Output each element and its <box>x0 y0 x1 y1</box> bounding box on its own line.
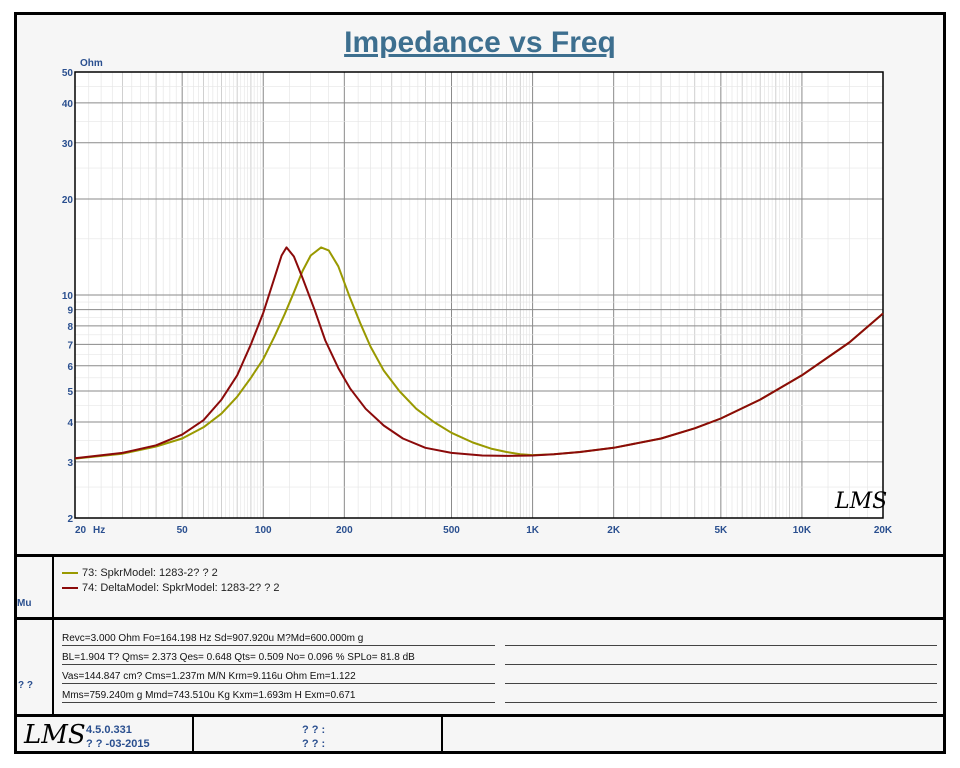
x-tick-label: 1K <box>526 525 540 536</box>
legend-side-label: Mu <box>17 598 32 609</box>
y-tick-label: 8 <box>67 322 73 333</box>
x-tick-label: 50 <box>177 525 189 536</box>
x-tick-label: 10K <box>793 525 812 536</box>
legend-swatch <box>62 587 78 589</box>
param-underline <box>62 645 495 646</box>
x-tick-label: 2K <box>607 525 621 536</box>
param-row: BL=1.904 T? Qms= 2.373 Qes= 0.648 Qts= 0… <box>62 652 415 663</box>
y-tick-label: 50 <box>62 68 74 79</box>
footer-divider <box>192 716 194 754</box>
y-tick-label: 40 <box>62 99 74 110</box>
chart-title: Impedance vs Freq <box>344 26 616 59</box>
lms-logo: LMS <box>24 720 86 750</box>
impedance-chart: 20 50 100 200 500 1K 2K 5K 10K 20K Hz 2 3 4 5 6 7 8 9 10 20 3… <box>62 58 893 536</box>
param-row: Mms=759.240m g Mmd=743.510u Kg Kxm=1.693… <box>62 690 356 701</box>
x-tick-label: 20K <box>874 525 893 536</box>
series-line <box>74 246 884 460</box>
y-tick-label: 9 <box>67 306 73 317</box>
version-text: 4.5.0.331 <box>86 724 132 736</box>
param-row: Vas=144.847 cm? Cms=1.237m M/N Krm=9.116… <box>62 671 356 682</box>
param-underline <box>62 702 495 703</box>
divider <box>14 617 946 620</box>
x-tick-label: 200 <box>336 525 353 536</box>
param-underline <box>62 664 495 665</box>
divider <box>14 714 946 717</box>
y-tick-label: 20 <box>62 195 74 206</box>
param-underline <box>62 683 495 684</box>
footer-field: ? ? : <box>302 724 326 736</box>
x-tick-label: 100 <box>255 525 272 536</box>
y-tick-label: 30 <box>62 139 74 150</box>
param-underline <box>505 645 937 646</box>
y-tick-label: 10 <box>62 291 74 302</box>
y-tick-label: 4 <box>67 418 73 429</box>
plot-border <box>74 71 884 519</box>
footer-divider <box>441 716 443 754</box>
x-unit-label: Hz <box>93 525 105 536</box>
param-underline <box>505 702 937 703</box>
lms-watermark: LMS <box>834 489 887 514</box>
y-tick-label: 7 <box>67 340 73 351</box>
x-tick-label: 20 <box>75 525 87 536</box>
legend-item: 73: SpkrModel: 1283-2? ? 2 <box>62 567 218 579</box>
side-divider <box>52 556 54 715</box>
y-tick-label: 5 <box>67 387 73 398</box>
params-side-label: ? ? <box>18 680 33 691</box>
legend-label: 73: SpkrModel: 1283-2? ? 2 <box>82 567 218 579</box>
divider <box>14 554 946 557</box>
param-underline <box>505 664 937 665</box>
footer-field: ? ? : <box>302 738 326 750</box>
y-tick-label: 3 <box>67 458 73 469</box>
param-row: Revc=3.000 Ohm Fo=164.198 Hz Sd=907.920u… <box>62 633 364 644</box>
y-tick-label: 2 <box>67 514 73 525</box>
x-tick-label: 5K <box>714 525 728 536</box>
param-underline <box>505 683 937 684</box>
x-tick-label: 500 <box>443 525 460 536</box>
date-text: ? ? -03-2015 <box>86 738 150 750</box>
y-axis-label: Ohm <box>80 58 103 69</box>
legend-label: 74: DeltaModel: SpkrModel: 1283-2? ? 2 <box>82 582 280 594</box>
y-tick-label: 6 <box>67 362 73 373</box>
legend-swatch <box>62 572 78 574</box>
legend-item: 74: DeltaModel: SpkrModel: 1283-2? ? 2 <box>62 582 280 594</box>
